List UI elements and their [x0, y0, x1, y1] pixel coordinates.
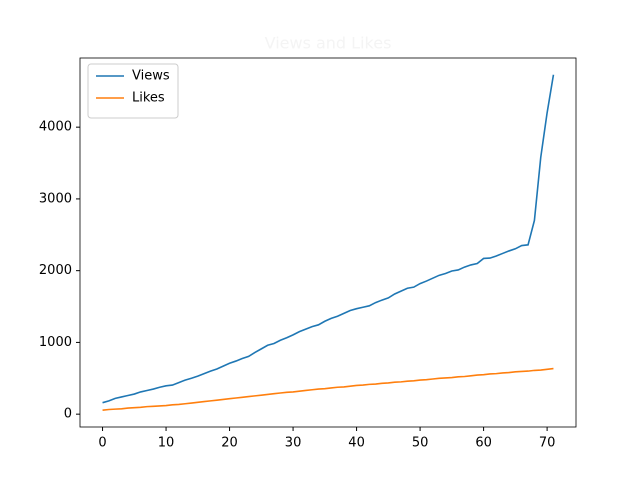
x-tick-label: 50	[412, 436, 429, 451]
legend-label: Likes	[132, 91, 165, 106]
y-tick-label: 3000	[39, 191, 72, 206]
line	[102, 74, 555, 404]
x-tick-label: 70	[539, 436, 556, 451]
line	[102, 367, 554, 412]
y-tick-label: 4000	[39, 120, 72, 135]
plot-frame	[79, 57, 577, 428]
x-tick-label: 30	[285, 436, 302, 451]
y-tick-label: 1000	[39, 335, 72, 350]
y-tick-label: 0	[64, 407, 72, 422]
legend-box	[87, 63, 179, 119]
x-tick-label: 10	[158, 436, 175, 451]
x-tick-label: 0	[98, 436, 106, 451]
x-tick-label: 40	[348, 436, 365, 451]
x-tick-label: 20	[221, 436, 238, 451]
y-tick-label: 2000	[39, 263, 72, 278]
x-tick-label: 60	[475, 436, 492, 451]
legend-label: Views	[132, 69, 170, 84]
chart-title: Views and Likes	[265, 34, 392, 53]
